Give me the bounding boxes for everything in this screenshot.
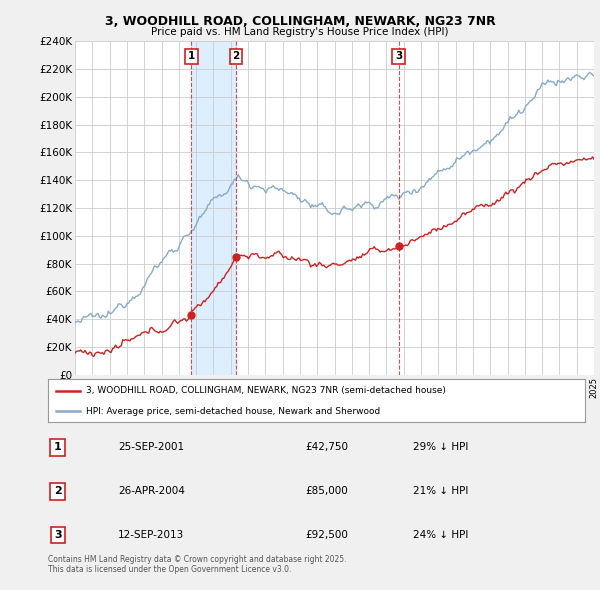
Text: £92,500: £92,500 — [306, 530, 349, 540]
Text: £42,750: £42,750 — [306, 442, 349, 453]
Bar — [191, 41, 236, 375]
Text: 3: 3 — [54, 530, 61, 540]
Text: Contains HM Land Registry data © Crown copyright and database right 2025.: Contains HM Land Registry data © Crown c… — [48, 555, 347, 563]
Text: 24% ↓ HPI: 24% ↓ HPI — [413, 530, 469, 540]
Text: 21% ↓ HPI: 21% ↓ HPI — [413, 486, 469, 496]
Text: 2: 2 — [233, 51, 240, 61]
Text: £85,000: £85,000 — [306, 486, 349, 496]
Text: 1: 1 — [188, 51, 195, 61]
Text: HPI: Average price, semi-detached house, Newark and Sherwood: HPI: Average price, semi-detached house,… — [86, 407, 380, 416]
Text: This data is licensed under the Open Government Licence v3.0.: This data is licensed under the Open Gov… — [48, 565, 292, 574]
Text: 1: 1 — [54, 442, 62, 453]
Text: 3: 3 — [395, 51, 402, 61]
Text: 29% ↓ HPI: 29% ↓ HPI — [413, 442, 469, 453]
Text: 12-SEP-2013: 12-SEP-2013 — [118, 530, 184, 540]
Text: Price paid vs. HM Land Registry's House Price Index (HPI): Price paid vs. HM Land Registry's House … — [151, 27, 449, 37]
Text: 26-APR-2004: 26-APR-2004 — [118, 486, 185, 496]
Text: 2: 2 — [54, 486, 62, 496]
Text: 25-SEP-2001: 25-SEP-2001 — [118, 442, 184, 453]
Text: 3, WOODHILL ROAD, COLLINGHAM, NEWARK, NG23 7NR (semi-detached house): 3, WOODHILL ROAD, COLLINGHAM, NEWARK, NG… — [86, 386, 445, 395]
Text: 3, WOODHILL ROAD, COLLINGHAM, NEWARK, NG23 7NR: 3, WOODHILL ROAD, COLLINGHAM, NEWARK, NG… — [104, 15, 496, 28]
